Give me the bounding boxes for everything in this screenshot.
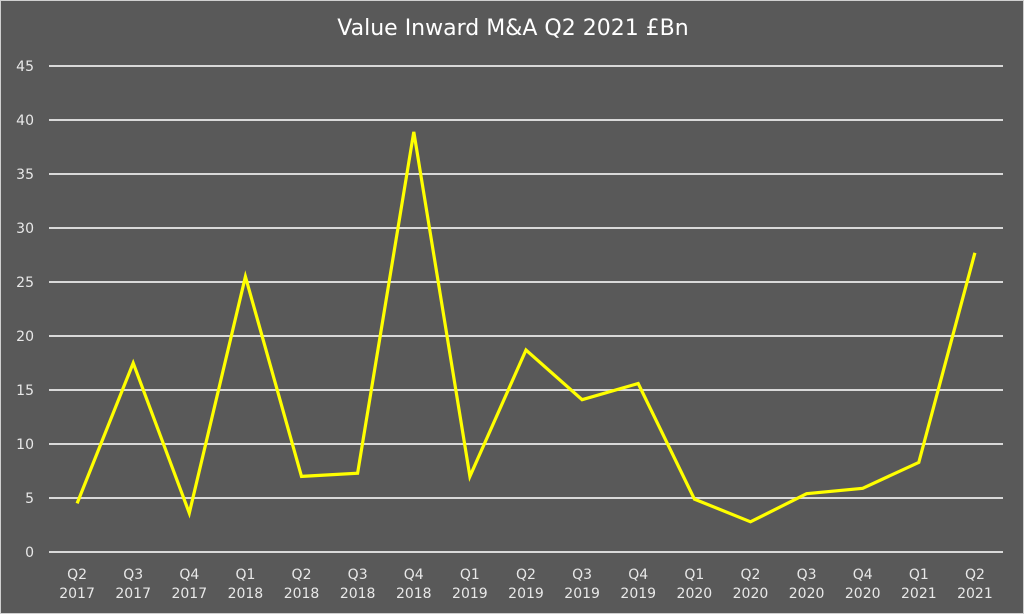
y-tick-label: 15 <box>16 383 34 399</box>
x-tick-label: Q3 2019 <box>564 567 600 602</box>
y-tick-label: 5 <box>25 491 34 507</box>
y-tick-label: 25 <box>16 275 34 291</box>
x-tick-label: Q3 2017 <box>115 567 151 602</box>
y-tick-label: 35 <box>16 167 34 183</box>
series-layer <box>75 131 977 524</box>
chart-title: Value Inward M&A Q2 2021 £Bn <box>337 16 688 41</box>
x-tick-label: Q4 2018 <box>396 567 432 602</box>
y-tick-label: 30 <box>16 221 34 237</box>
y-axis-ticks: 0 5 10 15 20 25 30 35 40 45 <box>16 59 34 561</box>
y-tick-label: 10 <box>16 437 34 453</box>
x-tick-label: Q4 2019 <box>620 567 656 602</box>
x-tick-label: Q2 2021 <box>957 567 993 602</box>
x-tick-label: Q2 2019 <box>508 567 544 602</box>
gridlines <box>49 65 1003 553</box>
x-tick-label: Q1 2020 <box>677 567 713 602</box>
x-tick-label: Q3 2018 <box>340 567 376 602</box>
x-tick-label: Q2 2020 <box>733 567 769 602</box>
x-tick-label: Q2 2017 <box>59 567 95 602</box>
x-tick-label: Q3 2020 <box>789 567 825 602</box>
x-tick-label: Q4 2020 <box>845 567 881 602</box>
x-tick-label: Q1 2021 <box>901 567 937 602</box>
series-line <box>75 131 977 524</box>
x-axis-ticks: Q2 2017 Q3 2017 Q4 2017 Q1 2018 Q2 2018 Q3 2018 Q4 20… <box>59 567 993 602</box>
y-tick-label: 40 <box>16 113 34 129</box>
y-tick-label: 45 <box>16 59 34 75</box>
y-tick-label: 20 <box>16 329 34 345</box>
x-tick-label: Q2 2018 <box>284 567 320 602</box>
x-tick-label: Q1 2019 <box>452 567 488 602</box>
x-tick-label: Q4 2017 <box>171 567 207 602</box>
x-tick-label: Q1 2018 <box>228 567 264 602</box>
y-tick-label: 0 <box>25 545 34 561</box>
